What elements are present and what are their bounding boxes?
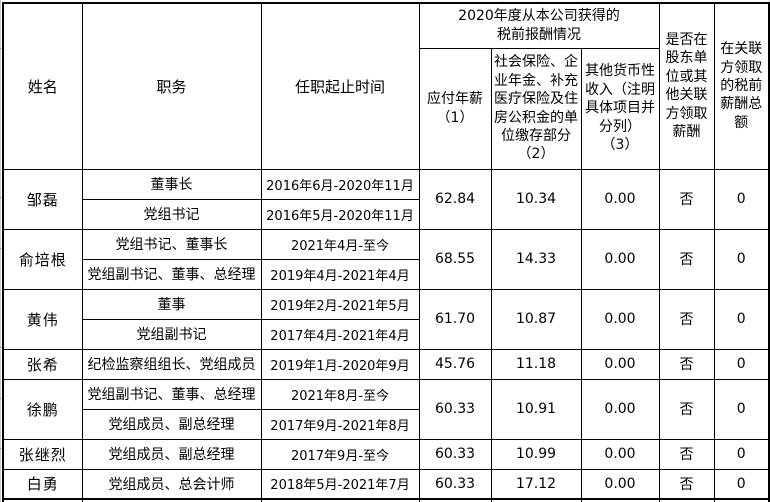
related-pay-cell: 否: [658, 378, 715, 440]
table-row-cutoff: [2, 498, 770, 502]
other-income-cell: 0.00: [580, 438, 660, 470]
gridline-tick: [0, 48, 3, 49]
term-cell: 2017年9月-2021年8月: [260, 408, 420, 440]
insurance-cell: 10.34: [490, 168, 582, 230]
header-insurance: 社会保险、企 业年金、补充 医疗保险及住 房公积金的单 位缴存部分 （2）: [490, 47, 582, 170]
term-cell: 2021年8月-至今: [260, 378, 420, 410]
table-row: 张继烈 党组成员、副总经理 2017年9月-至今 60.33 10.99 0.0…: [2, 438, 770, 470]
gridline-tick: [0, 197, 3, 198]
table-row: 黄伟 董事 2019年2月-2021年5月 61.70 10.87 0.00 否…: [2, 288, 770, 350]
related-pay-cell: 否: [658, 168, 715, 230]
insurance-cell: 14.33: [490, 228, 582, 290]
header-term: 任职起止时间: [260, 2, 420, 170]
spreadsheet-gridline-left: [0, 0, 1, 502]
gridline-tick: [0, 248, 3, 249]
insurance-cell: 11.18: [490, 348, 582, 380]
table-row: 白勇 党组成员、总会计师 2018年5月-2021年7月 60.33 17.12…: [2, 468, 770, 500]
table-row: 徐鹏 党组副书记、董事、总经理 2021年8月-至今 60.33 10.91 0…: [2, 378, 770, 440]
name-cell: 张继烈: [2, 438, 83, 470]
insurance-cell: 10.87: [490, 288, 582, 350]
other-income-cell: 0.00: [580, 468, 660, 500]
term-cell: 2016年5月-2020年11月: [260, 198, 420, 230]
position-cell: 党组副书记、董事、总经理: [81, 378, 262, 410]
term-cell: 2017年9月-至今: [260, 438, 420, 470]
salary-cell: 60.33: [418, 378, 492, 440]
name-cell: 白勇: [2, 468, 83, 500]
related-total-cell: 0: [713, 468, 770, 500]
related-total-cell: 0: [713, 288, 770, 350]
position-cell: 纪检监察组组长、党组成员: [81, 348, 262, 380]
header-related-pay: 是否在 股东单 位或其 他关联 方领取 薪酬: [658, 2, 715, 170]
name-cell: 徐鹏: [2, 378, 83, 440]
term-cell: 2018年5月-2021年7月: [260, 468, 420, 500]
header-related-total: 在关联 方领取 的税前 薪酬总 额: [713, 2, 770, 170]
position-cell: 董事长: [81, 168, 262, 200]
salary-cell: 45.76: [418, 348, 492, 380]
salary-cell: 68.55: [418, 228, 492, 290]
insurance-cell: 10.99: [490, 438, 582, 470]
related-pay-cell: 否: [658, 348, 715, 380]
insurance-cell: 10.91: [490, 378, 582, 440]
header-compensation-group: 2020年度从本公司获得的 税前报酬情况: [418, 2, 660, 49]
salary-cell: 62.84: [418, 168, 492, 230]
header-name: 姓名: [2, 2, 83, 170]
table-row: 张希 纪检监察组组长、党组成员 2019年1月-2020年9月 45.76 11…: [2, 348, 770, 380]
header-salary: 应付年薪 （1）: [418, 47, 492, 170]
related-total-cell: 0: [713, 168, 770, 230]
name-cell: 邹磊: [2, 168, 83, 230]
related-total-cell: 0: [713, 228, 770, 290]
position-cell: 党组成员、副总经理: [81, 408, 262, 440]
position-cell: 党组成员、副总经理: [81, 438, 262, 470]
term-cell: 2021年4月-至今: [260, 228, 420, 260]
table-row: 邹磊 董事长 2016年6月-2020年11月 62.84 10.34 0.00…: [2, 168, 770, 230]
position-cell: 党组书记、董事长: [81, 228, 262, 260]
name-cell: 张希: [2, 348, 83, 380]
gridline-tick: [0, 448, 3, 449]
table-row: 党组书记 2016年5月-2020年11月: [3, 198, 769, 230]
term-cell: 2019年1月-2020年9月: [260, 348, 420, 380]
gridline-tick: [0, 398, 3, 399]
position-cell: 党组副书记: [81, 318, 262, 350]
related-pay-cell: 否: [658, 288, 715, 350]
term-cell: 2019年2月-2021年5月: [260, 288, 420, 320]
salary-cell: 60.33: [418, 438, 492, 470]
related-total-cell: 0: [713, 438, 770, 470]
name-cell: 黄伟: [2, 288, 83, 350]
table-row: 俞培根 党组书记、董事长 2021年4月-至今 68.55 14.33 0.00…: [2, 228, 770, 290]
other-income-cell: 0.00: [580, 348, 660, 380]
related-total-cell: 0: [713, 378, 770, 440]
name-cell: 俞培根: [2, 228, 83, 290]
other-income-cell: 0.00: [580, 228, 660, 290]
related-pay-cell: 否: [658, 228, 715, 290]
term-cell: 2016年6月-2020年11月: [260, 168, 420, 200]
header-position: 职务: [81, 2, 262, 170]
related-total-cell: 0: [713, 348, 770, 380]
related-pay-cell: 否: [658, 468, 715, 500]
related-pay-cell: 否: [658, 438, 715, 470]
header-other-income: 其他货币性 收入（注明 具体项目并 分列） （3）: [580, 47, 660, 170]
position-cell: 党组书记: [81, 198, 262, 230]
other-income-cell: 0.00: [580, 288, 660, 350]
other-income-cell: 0.00: [580, 378, 660, 440]
term-cell: 2017年4月-2021年4月: [260, 318, 420, 350]
position-cell: 党组副书记、董事、总经理: [81, 258, 262, 290]
other-income-cell: 0.00: [580, 168, 660, 230]
term-cell: 2019年4月-2021年4月: [260, 258, 420, 290]
insurance-cell: 17.12: [490, 468, 582, 500]
gridline-tick: [0, 347, 3, 348]
salary-cell: 60.33: [418, 468, 492, 500]
position-cell: 董事: [81, 288, 262, 320]
position-cell: 党组成员、总会计师: [81, 468, 262, 500]
salary-cell: 61.70: [418, 288, 492, 350]
